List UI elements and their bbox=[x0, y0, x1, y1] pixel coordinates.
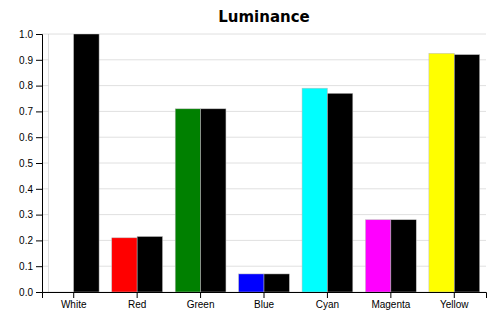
plot: 0.0 0.1 0.2 0.3 0.4 0.5 0.6 0.7 0.8 0.9 1.0 White Re… bbox=[19, 29, 486, 310]
grid-line bbox=[42, 111, 486, 112]
tick-label: Green bbox=[187, 299, 215, 310]
tick: Cyan bbox=[316, 292, 339, 310]
bar bbox=[264, 274, 289, 292]
tick-mark bbox=[390, 292, 391, 298]
bar bbox=[302, 88, 327, 292]
tick-label: Magenta bbox=[371, 299, 410, 310]
tick: 0.2 bbox=[19, 235, 42, 246]
bar bbox=[327, 93, 352, 292]
tick-mark bbox=[36, 215, 42, 216]
tick-label: 0.5 bbox=[19, 158, 33, 169]
tick-mark bbox=[36, 60, 42, 61]
tick-label: Yellow bbox=[440, 299, 469, 310]
tick-mark bbox=[36, 163, 42, 164]
bar bbox=[112, 238, 137, 292]
chart: 0.0 0.1 0.2 0.3 0.4 0.5 0.6 0.7 0.8 0.9 1.0 White Re… bbox=[0, 0, 500, 320]
grid-line bbox=[42, 59, 486, 60]
grid-line bbox=[42, 137, 486, 138]
tick-label: 0.3 bbox=[19, 209, 33, 220]
tick: 1.0 bbox=[19, 29, 42, 40]
y-axis: 0.0 0.1 0.2 0.3 0.4 0.5 0.6 0.7 0.8 0.9 1.0 bbox=[19, 29, 42, 298]
grid-line bbox=[42, 240, 486, 241]
tick-mark bbox=[200, 292, 201, 298]
tick-label: 0.6 bbox=[19, 132, 33, 143]
tick-label: 0.1 bbox=[19, 261, 33, 272]
tick: 0.6 bbox=[19, 132, 42, 143]
grid-line bbox=[42, 188, 486, 189]
tick-mark bbox=[36, 86, 42, 87]
bar bbox=[391, 220, 416, 292]
grid-line bbox=[42, 163, 486, 164]
tick-mark bbox=[36, 189, 42, 190]
tick-label: White bbox=[61, 299, 87, 310]
tick-mark bbox=[137, 292, 138, 298]
bar bbox=[137, 237, 162, 292]
tick-mark bbox=[36, 111, 42, 112]
bars bbox=[48, 34, 479, 292]
tick: 0.9 bbox=[19, 55, 42, 66]
bar bbox=[239, 274, 264, 292]
tick-label: 0.9 bbox=[19, 55, 33, 66]
tick: 0.3 bbox=[19, 209, 42, 220]
bar bbox=[74, 34, 99, 292]
tick-mark bbox=[36, 240, 42, 241]
axis-line bbox=[43, 293, 487, 299]
title: Luminance bbox=[218, 8, 310, 26]
grid-line bbox=[42, 214, 486, 215]
tick-mark bbox=[36, 137, 42, 138]
x-axis: White Red Green Blue Cyan Magenta Yellow bbox=[43, 292, 487, 310]
tick-label: 0.0 bbox=[19, 287, 33, 298]
tick: 0.4 bbox=[19, 184, 42, 195]
tick-label: Cyan bbox=[316, 299, 339, 310]
tick-label: 0.2 bbox=[19, 235, 33, 246]
bar bbox=[365, 220, 390, 292]
tick: Green bbox=[187, 292, 215, 310]
tick: 0.0 bbox=[19, 287, 42, 298]
grid-line bbox=[42, 85, 486, 86]
grid bbox=[42, 34, 486, 292]
grid-line bbox=[42, 266, 486, 267]
tick-label: 0.7 bbox=[19, 106, 33, 117]
tick: Yellow bbox=[440, 292, 469, 310]
tick-mark bbox=[36, 34, 42, 35]
tick-label: Red bbox=[128, 299, 146, 310]
tick-label: Blue bbox=[254, 299, 274, 310]
bar bbox=[454, 55, 479, 292]
tick-mark bbox=[36, 266, 42, 267]
series bbox=[48, 34, 454, 292]
bar bbox=[201, 109, 226, 292]
tick: Blue bbox=[254, 292, 274, 310]
tick: 0.8 bbox=[19, 80, 42, 91]
tick-mark bbox=[327, 292, 328, 298]
tick: 0.1 bbox=[19, 261, 42, 272]
tick-mark bbox=[264, 292, 265, 298]
series bbox=[74, 34, 480, 292]
tick-label: 0.4 bbox=[19, 184, 33, 195]
tick: Magenta bbox=[371, 292, 410, 310]
tick-label: 0.8 bbox=[19, 80, 33, 91]
tick-label: 1.0 bbox=[19, 29, 33, 40]
axis-line bbox=[36, 35, 43, 293]
tick: 0.7 bbox=[19, 106, 42, 117]
tick-mark bbox=[36, 292, 42, 293]
tick-mark bbox=[73, 292, 74, 298]
bar bbox=[429, 53, 454, 292]
tick: Red bbox=[128, 292, 146, 310]
grid-line bbox=[42, 34, 486, 35]
bar bbox=[48, 34, 73, 292]
tick: White bbox=[61, 292, 87, 310]
bar bbox=[175, 109, 200, 292]
tick-mark bbox=[454, 292, 455, 298]
tick: 0.5 bbox=[19, 158, 42, 169]
